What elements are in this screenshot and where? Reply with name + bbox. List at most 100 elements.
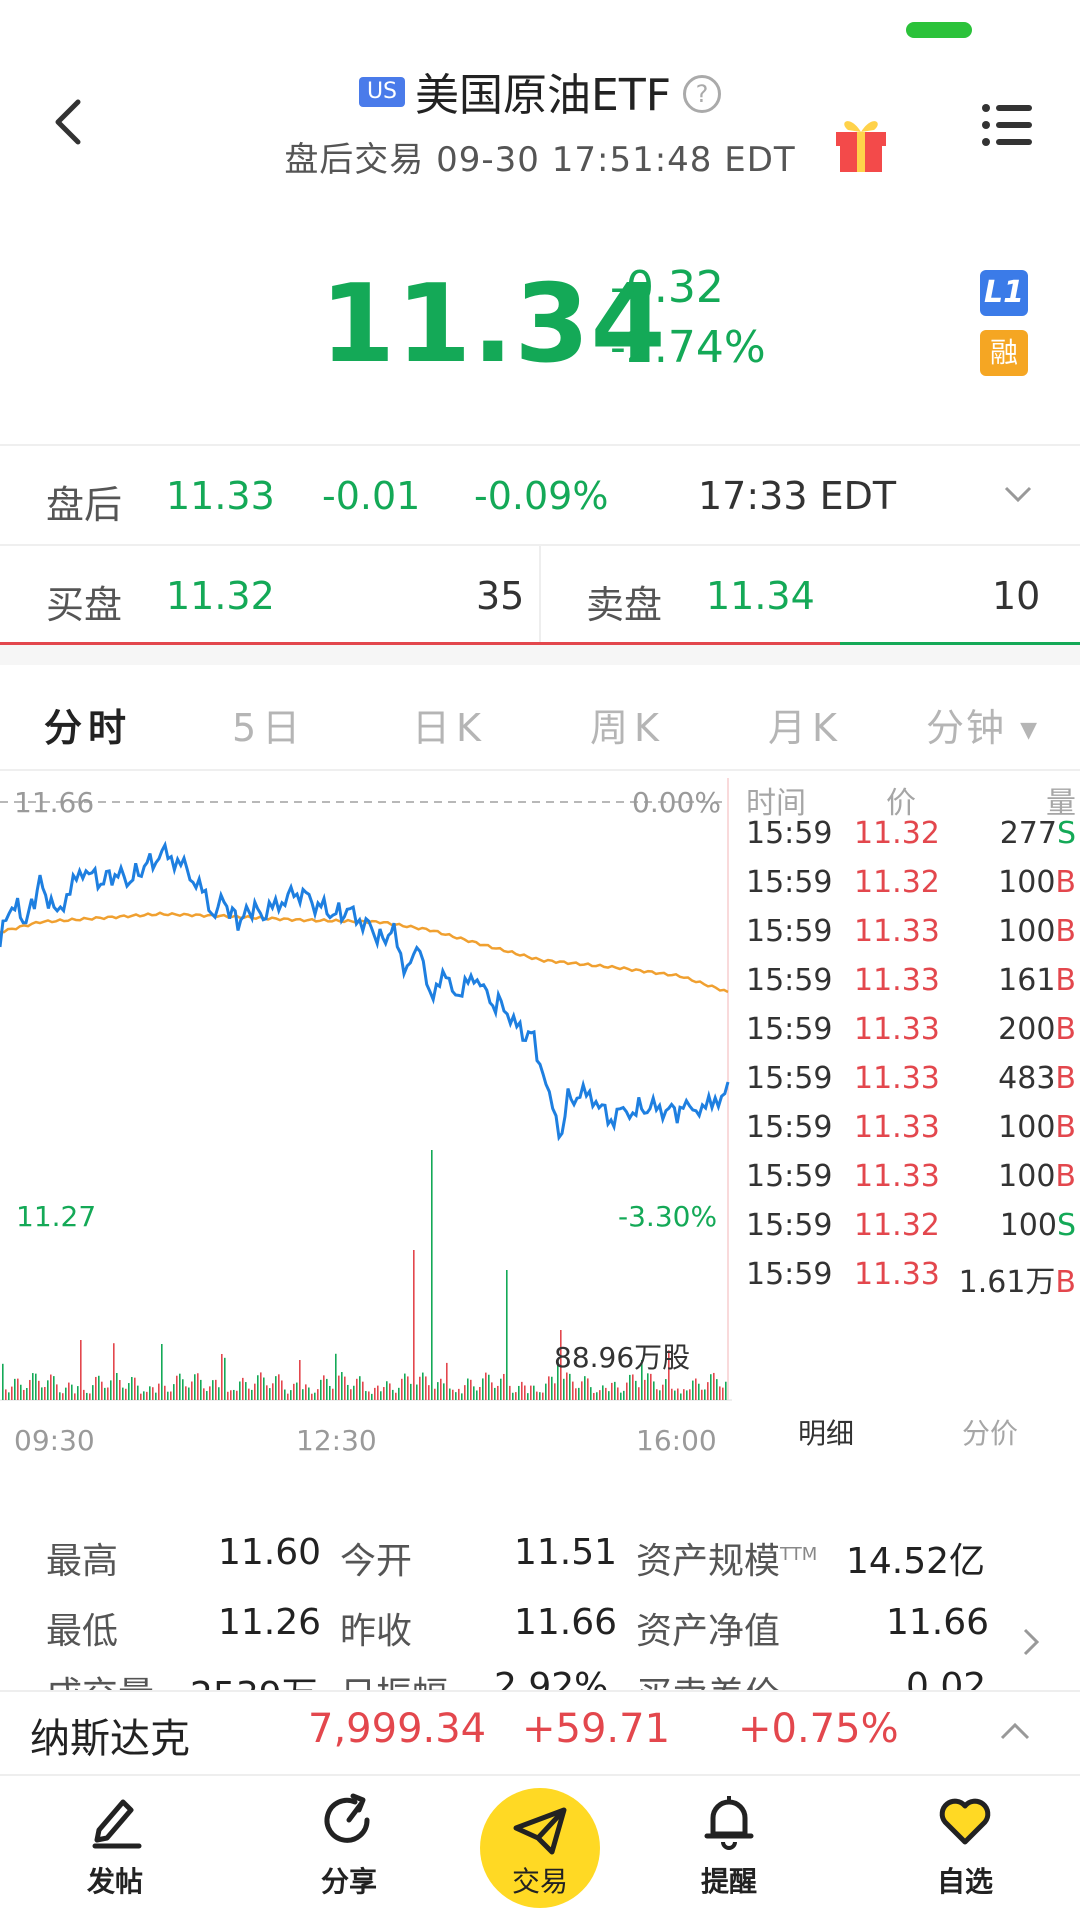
aum-label: 资产规模TTM <box>636 1532 817 1584</box>
trade-side: S <box>1056 816 1076 851</box>
volume-bar <box>641 1360 643 1400</box>
chart-x-axis: 09:30 12:30 16:00 <box>0 1412 732 1462</box>
volume-bar <box>350 1389 352 1400</box>
after-hours-row[interactable]: 盘后 11.33 -0.01 -0.09% 17:33 EDT <box>0 446 1080 546</box>
aum-ttm-mark: TTM <box>780 1544 818 1565</box>
volume-bar <box>416 1384 418 1400</box>
volume-bar <box>617 1387 619 1400</box>
volume-bar <box>188 1387 190 1400</box>
volume-bar <box>53 1376 55 1400</box>
volume-bar <box>89 1393 91 1400</box>
volume-bar <box>533 1385 535 1400</box>
volume-bar <box>302 1389 304 1400</box>
volume-bar <box>542 1392 544 1400</box>
after-hours-time: 17:33 EDT <box>698 474 897 518</box>
nav-trade[interactable]: 交易 <box>480 1788 600 1908</box>
volume-bar <box>518 1385 520 1400</box>
tab-daily-k[interactable]: 日K <box>412 706 487 750</box>
volume-bar <box>164 1385 166 1400</box>
volume-bar <box>242 1377 244 1400</box>
volume-bar <box>689 1389 691 1400</box>
volume-bar <box>239 1381 241 1400</box>
gift-icon[interactable] <box>832 110 890 174</box>
chevron-up-icon[interactable] <box>996 1714 1034 1748</box>
volume-bar <box>377 1385 379 1400</box>
volume-bar <box>209 1386 211 1400</box>
trade-time: 15:59 <box>746 1110 833 1145</box>
margin-badge[interactable]: 融 <box>980 330 1028 376</box>
share-arrow-icon <box>324 1793 370 1843</box>
trade-ticker-list[interactable]: 时间 价 量 15:59 11.32 277S 15:59 11.32 100B 15:59… <box>742 772 1080 1432</box>
trade-row: 15:59 11.33 483B <box>742 1061 1080 1101</box>
divider <box>0 444 1080 446</box>
volume-bar <box>125 1388 127 1400</box>
volume-bar <box>407 1376 409 1400</box>
volume-bar <box>713 1372 715 1400</box>
volume-bar <box>131 1376 133 1400</box>
stats-panel[interactable]: 最高 11.60 今开 11.51 资产规模TTM 14.52亿 最低 11.2… <box>0 1500 1080 1690</box>
volume-bar <box>425 1376 427 1400</box>
volume-bar <box>155 1392 157 1400</box>
volume-bar <box>80 1340 82 1400</box>
volume-bar <box>323 1375 325 1400</box>
volume-bar <box>230 1390 232 1400</box>
volume-bar <box>341 1372 343 1400</box>
header-price: 价 <box>886 786 916 821</box>
volume-bar <box>116 1372 118 1400</box>
volume-bar <box>707 1382 709 1400</box>
back-button[interactable] <box>40 88 100 158</box>
volume-bar <box>674 1390 676 1400</box>
ask-label: 卖盘 <box>586 583 663 627</box>
index-ticker-bar[interactable]: 纳斯达克 7,999.34 +59.71 +0.75% <box>0 1690 1080 1776</box>
volume-bar <box>539 1392 541 1400</box>
trade-row: 15:59 11.33 200B <box>742 1012 1080 1052</box>
volume-bar <box>38 1380 40 1400</box>
volume-bar <box>572 1381 574 1400</box>
chevron-down-icon[interactable] <box>1000 476 1036 512</box>
high-value: 11.60 <box>218 1532 322 1573</box>
nav-alert[interactable]: 提醒 <box>664 1776 794 1920</box>
volume-bar <box>221 1354 223 1400</box>
volume-bar <box>692 1380 694 1400</box>
tab-minute[interactable]: 分钟 ▼ <box>926 697 1039 752</box>
nav-watch-label: 自选 <box>936 1865 993 1898</box>
volume-bar <box>128 1383 130 1400</box>
volume-bar <box>311 1393 313 1400</box>
volume-bar <box>719 1386 721 1400</box>
tab-5day[interactable]: 5日 <box>232 706 307 750</box>
nav-label: 资产净值 <box>636 1611 781 1652</box>
volume-bar <box>590 1387 592 1400</box>
volume-bar <box>236 1390 238 1400</box>
tab-weekly-k[interactable]: 周K <box>590 706 665 750</box>
level-one-badge[interactable]: L1 <box>980 270 1028 316</box>
volume-bar <box>647 1373 649 1400</box>
intraday-chart[interactable]: 11.66 0.00% 11.27 -3.30% 88.96万股 <box>0 772 732 1432</box>
open-label: 今开 <box>340 1541 413 1582</box>
volume-bar <box>215 1379 217 1400</box>
question-circle-icon[interactable]: ? <box>683 75 722 113</box>
trade-time: 15:59 <box>746 816 833 851</box>
volume-bar <box>50 1374 52 1400</box>
volume-bar <box>422 1372 424 1400</box>
volume-bar <box>251 1389 253 1400</box>
volume-bar <box>110 1380 112 1400</box>
nav-share[interactable]: 分享 <box>284 1776 414 1920</box>
menu-button[interactable] <box>980 100 1036 150</box>
tab-monthly-k[interactable]: 月K <box>768 706 843 750</box>
nav-post[interactable]: 发帖 <box>50 1776 180 1920</box>
nav-watchlist[interactable]: 自选 <box>900 1776 1030 1920</box>
volume-bar <box>86 1392 88 1400</box>
tab-detail[interactable]: 明细 <box>798 1417 855 1450</box>
volume-bar <box>677 1388 679 1400</box>
tab-intraday[interactable]: 分时 <box>44 706 133 750</box>
volume-bar <box>224 1357 226 1400</box>
chevron-right-icon[interactable] <box>1015 1624 1045 1660</box>
volume-bar <box>722 1387 724 1400</box>
volume-bar <box>359 1376 361 1400</box>
volume-bar <box>680 1393 682 1400</box>
tab-price-distribution[interactable]: 分价 <box>962 1417 1019 1450</box>
volume-bar <box>101 1381 103 1400</box>
divider <box>539 546 541 642</box>
volume-bar <box>287 1393 289 1400</box>
volume-bar <box>431 1150 433 1400</box>
